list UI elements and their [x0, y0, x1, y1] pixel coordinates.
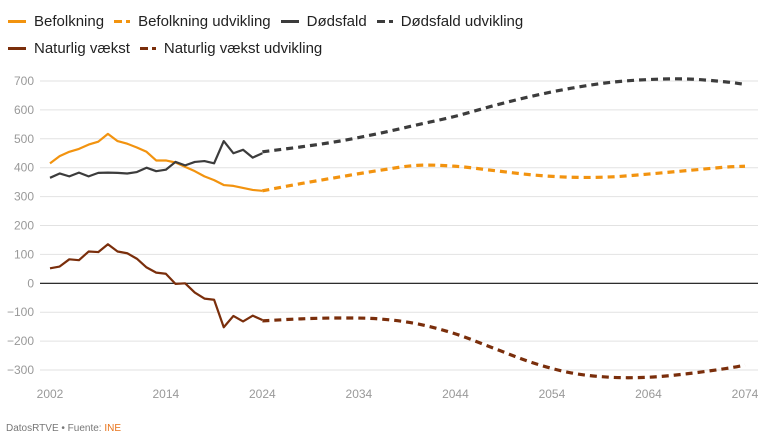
x-axis-ticks: 2002 2014 2024 2034 2044 2054 2064 2074 — [37, 387, 759, 401]
series-line-dodsfald[interactable] — [49, 140, 263, 179]
legend-label: Naturlig vækst — [34, 40, 130, 57]
y-tick-label: 600 — [14, 103, 34, 117]
x-tick-label: 2014 — [152, 387, 179, 401]
y-tick-label: 300 — [14, 190, 34, 204]
y-tick-label: −300 — [7, 363, 34, 377]
legend-label: Dødsfald udvikling — [400, 13, 524, 30]
y-tick-label: 500 — [14, 132, 34, 146]
x-tick-label: 2064 — [635, 387, 662, 401]
x-tick-label: 2054 — [539, 387, 566, 401]
legend-label: Befolkning — [34, 13, 105, 30]
footer: DatosRTVE • Fuente: INE — [6, 423, 121, 434]
x-tick-label: 2044 — [442, 387, 469, 401]
x-tick-label: 2074 — [732, 387, 759, 401]
legend-item-naturlig-vaekst[interactable]: Naturlig vækst — [8, 40, 130, 57]
legend-label: Naturlig vækst udvikling — [163, 40, 323, 57]
y-tick-label: 100 — [14, 247, 34, 261]
footer-credit: DatosRTVE • Fuente: — [6, 423, 105, 434]
legend-item-befolkning-udvikling[interactable]: Befolkning udvikling — [114, 13, 271, 30]
solid-line-swatch-icon — [280, 20, 299, 23]
y-tick-label: 0 — [27, 276, 34, 290]
solid-line-swatch-icon — [8, 20, 26, 23]
y-tick-label: 200 — [14, 219, 34, 233]
dashed-line-swatch-icon — [376, 20, 393, 23]
series-line-befolkning[interactable] — [49, 132, 263, 192]
legend: Befolkning Befolkning udvikling Dødsfald Dø… — [8, 8, 758, 62]
legend-label: Dødsfald — [306, 13, 367, 30]
x-tick-label: 2002 — [37, 387, 64, 401]
legend-row-1: Befolkning Befolkning udvikling Dødsfald Dø… — [8, 8, 758, 35]
solid-line-swatch-icon — [8, 47, 26, 50]
legend-label: Befolkning udvikling — [138, 13, 271, 30]
legend-item-dodsfald-udvikling[interactable]: Dødsfald udvikling — [376, 13, 524, 30]
y-tick-label: 700 — [14, 74, 34, 88]
series-line-naturlig-vaekst[interactable] — [49, 243, 263, 329]
y-tick-label: 400 — [14, 161, 34, 175]
x-tick-label: 2034 — [346, 387, 373, 401]
legend-item-naturlig-vaekst-udvikling[interactable]: Naturlig vækst udvikling — [139, 40, 323, 57]
legend-item-befolkning[interactable]: Befolkning — [8, 13, 104, 30]
dashed-line-swatch-icon — [114, 20, 131, 23]
series-line-dodsfald-udvikling[interactable] — [262, 77, 746, 154]
gridlines — [40, 80, 758, 371]
y-tick-label: −100 — [7, 305, 34, 319]
legend-item-dodsfald[interactable]: Dødsfald — [280, 13, 367, 30]
y-tick-label: −200 — [7, 334, 34, 348]
dashed-line-swatch-icon — [139, 47, 156, 50]
source-link[interactable]: INE — [104, 423, 122, 434]
x-tick-label: 2024 — [249, 387, 276, 401]
series-line-befolkning-udvikling[interactable] — [262, 163, 746, 193]
series-line-naturlig-vaekst-udvikling[interactable] — [262, 316, 746, 380]
y-axis-ticks: −300 −200 −100 0 100 200 300 400 500 600 700 — [7, 74, 34, 377]
legend-row-2: Naturlig vækst Naturlig vækst udvikling — [8, 35, 758, 62]
series-lines — [49, 77, 746, 380]
